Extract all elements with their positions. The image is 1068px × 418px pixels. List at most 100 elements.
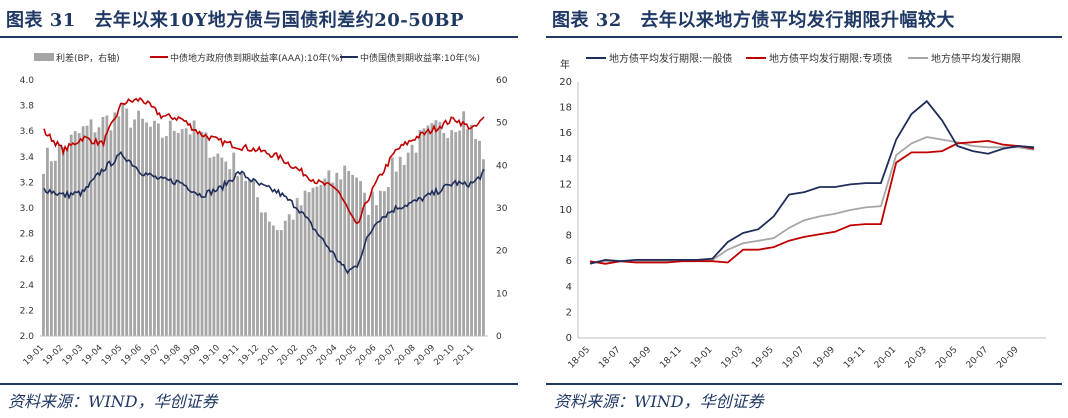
spread-bar (418, 129, 422, 336)
right-y-tick-label: 40 (496, 161, 508, 171)
x-tick-label: 20-03 (903, 345, 929, 371)
spread-bar (271, 225, 275, 336)
x-tick-label: 19-12 (237, 343, 262, 368)
spread-bar (256, 197, 259, 336)
x-tick-label: 19-06 (119, 343, 144, 368)
x-tick-label: 20-04 (315, 343, 340, 368)
series-line (589, 139, 1035, 265)
spread-bar (141, 118, 144, 337)
x-tick-label: 20-06 (354, 343, 379, 368)
source-note: 资料来源：WIND，华创证券 (8, 392, 218, 411)
figure-31-panel: 图表 31 去年以来10Y地方债与国债利差约20-50BP 利差(BP，右轴) 中… (0, 0, 518, 418)
maturity-chart: 地方债平均发行期限:一般债 地方债平均发行期限:专项债 地方债平均发行期限 年 0 2 4 6… (559, 52, 1046, 371)
spread-bar (46, 147, 49, 336)
spread-bar (442, 132, 446, 336)
title-divider (0, 36, 518, 38)
spread-bar (212, 156, 216, 336)
x-tick-label: 19-01 (689, 345, 715, 371)
x-tick-label: 19-05 (100, 343, 125, 368)
source-divider (0, 383, 518, 385)
spread-bar (81, 126, 85, 336)
spread-bar (355, 177, 359, 336)
series-line-treasury-10y (43, 151, 485, 275)
right-y-tick-label: 50 (496, 119, 508, 129)
spread-bars (42, 103, 485, 337)
spread-bar (311, 187, 315, 336)
x-tick-label: 20-01 (873, 345, 899, 371)
spread-bar (228, 169, 232, 336)
x-tick-label: 19-04 (80, 343, 105, 368)
spread-bar (299, 205, 303, 336)
legend-label-local-gov: 中债地方政府债到期收益率(AAA):10年(%) (170, 52, 343, 64)
legend-label: 地方债平均发行期限:专项债 (769, 52, 892, 65)
spread-bar (133, 119, 137, 336)
x-tick-label: 20-11 (452, 343, 477, 368)
title-divider (546, 36, 1062, 38)
right-y-tick-label: 0 (496, 332, 502, 342)
spread-bar (367, 214, 370, 336)
spread-bar (414, 152, 418, 336)
spread-bar (69, 134, 73, 336)
x-tick-label: 20-09 (413, 343, 438, 368)
spread-bar (168, 120, 172, 336)
y-unit-label: 年 (560, 58, 570, 71)
spread-bar (470, 124, 473, 337)
y-axis: 0 2 4 6 8 10 12 14 16 18 20 (559, 77, 572, 344)
legend-label: 地方债平均发行期限:一般债 (609, 52, 732, 65)
legend-label-treasury: 中债国债到期收益率:10年(%) (360, 52, 480, 64)
x-tick-label: 20-07 (965, 345, 991, 371)
x-tick-label: 18-09 (628, 345, 654, 371)
spread-bar (474, 138, 477, 336)
x-tick-label: 19-11 (217, 343, 242, 368)
spread-bar (260, 212, 263, 336)
spread-bar (184, 128, 188, 336)
figure-title: 图表 32 去年以来地方债平均发行期限升幅较大 (552, 10, 955, 31)
spread-bar (145, 122, 148, 336)
x-tick-label: 20-09 (995, 345, 1021, 371)
spread-bar (430, 123, 434, 336)
y-tick-label: 8 (566, 231, 572, 242)
y-tick-label: 4 (566, 282, 572, 293)
y-tick-label: 18 (559, 103, 572, 114)
spread-bar (109, 130, 113, 336)
spread-bar (319, 184, 323, 336)
spread-chart: 利差(BP，右轴) 中债地方政府债到期收益率(AAA):10年(%) 中债国债到期收… (20, 52, 508, 368)
series-line (589, 136, 1035, 264)
spread-bar (287, 214, 291, 336)
spread-bar (283, 220, 287, 336)
y-tick-label: 0 (566, 333, 572, 344)
spread-bar (275, 230, 279, 336)
left-y-tick-label: 2.0 (20, 332, 35, 342)
spread-bar (216, 153, 220, 336)
spread-bar (406, 152, 410, 336)
left-y-tick-label: 3.6 (20, 127, 35, 137)
x-tick-label: 20-05 (934, 345, 960, 371)
spread-bar (386, 187, 390, 336)
spread-bar (347, 171, 351, 336)
spread-bar (208, 157, 212, 336)
spread-bar (196, 132, 200, 336)
chart-legend: 利差(BP，右轴) 中债地方政府债到期收益率(AAA):10年(%) 中债国债到期收… (34, 52, 480, 64)
left-y-tick-label: 2.4 (20, 281, 35, 291)
x-tick-label: 18-07 (597, 345, 623, 371)
spread-bar (315, 186, 319, 336)
spread-bar (156, 123, 160, 337)
x-tick-label: 19-02 (41, 343, 66, 368)
spread-bar (172, 130, 176, 336)
x-tick-label: 20-10 (432, 343, 457, 368)
spread-bar (390, 157, 394, 336)
spread-bar (252, 179, 255, 336)
spread-bar (53, 160, 57, 336)
spread-bar (331, 182, 335, 336)
spread-bar (232, 152, 236, 336)
spread-bar (61, 147, 65, 336)
spread-bar (402, 164, 406, 336)
x-tick-label: 19-05 (750, 345, 776, 371)
spread-bar (188, 134, 192, 336)
spread-bar (458, 130, 462, 336)
spread-bar (180, 129, 184, 336)
spread-bar (244, 180, 248, 336)
y-tick-label: 6 (566, 256, 572, 267)
spread-bar (77, 133, 81, 336)
x-tick-label: 20-02 (276, 343, 301, 368)
